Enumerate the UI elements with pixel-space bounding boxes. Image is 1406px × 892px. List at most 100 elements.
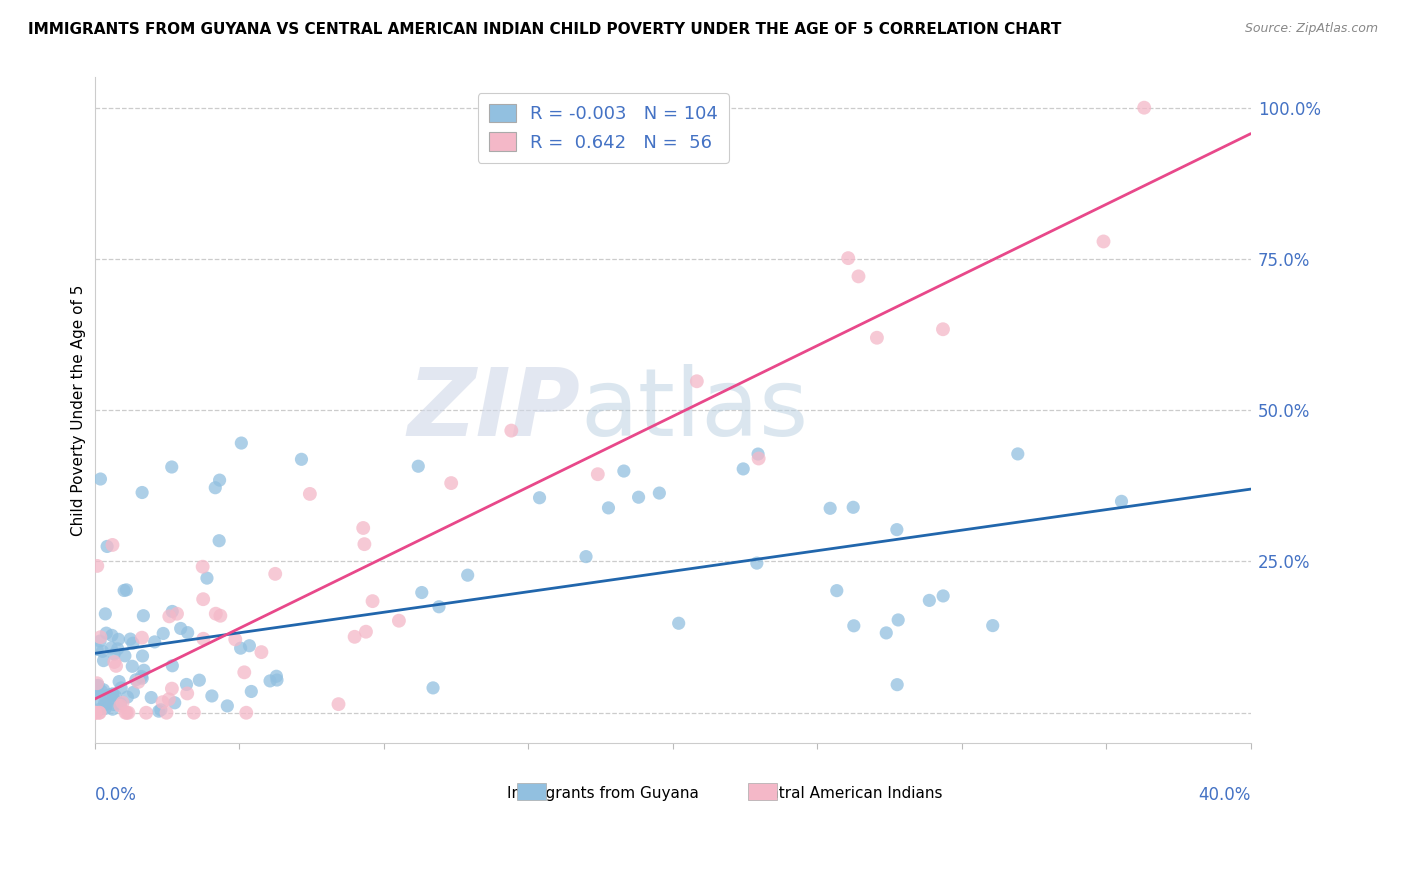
Point — [143, 635, 166, 649]
Point — [94, 697, 117, 711]
Legend: R = -0.003   N = 104, R =  0.642   N =  56: R = -0.003 N = 104, R = 0.642 N = 56 — [478, 93, 728, 162]
Point — [201, 689, 224, 703]
Point — [120, 632, 142, 646]
Point — [98, 688, 121, 702]
Point — [162, 658, 184, 673]
Point — [529, 491, 551, 505]
Point — [101, 702, 124, 716]
Point — [108, 674, 131, 689]
Point — [96, 626, 118, 640]
Point — [131, 669, 153, 683]
Text: ZIP: ZIP — [408, 364, 581, 456]
Point — [818, 501, 841, 516]
Point — [117, 706, 139, 720]
Point — [188, 673, 211, 688]
Point — [86, 679, 108, 693]
Point — [115, 706, 138, 720]
Point — [264, 566, 287, 581]
Point — [103, 647, 125, 661]
Point — [152, 626, 174, 640]
Point — [155, 706, 177, 720]
Point — [127, 674, 149, 689]
Point — [89, 630, 111, 644]
Point — [122, 636, 145, 650]
Point — [103, 691, 125, 706]
Point — [733, 462, 755, 476]
Point — [866, 331, 889, 345]
Point — [90, 684, 112, 698]
Text: Central American Indians: Central American Indians — [749, 786, 943, 801]
Point — [93, 696, 115, 710]
Point — [352, 521, 374, 535]
Point — [157, 692, 180, 706]
Point — [96, 540, 118, 554]
Point — [233, 665, 256, 680]
FancyBboxPatch shape — [516, 783, 546, 799]
Point — [745, 556, 768, 570]
Point — [160, 681, 183, 696]
Point — [86, 642, 108, 657]
Text: Immigrants from Guyana: Immigrants from Guyana — [508, 786, 699, 801]
Point — [87, 698, 110, 713]
Point — [825, 583, 848, 598]
Point — [748, 451, 770, 466]
Point — [94, 701, 117, 715]
Point — [149, 703, 172, 717]
Point — [193, 592, 215, 607]
Point — [84, 685, 107, 699]
Point — [501, 424, 523, 438]
Point — [135, 706, 157, 720]
Point — [115, 582, 138, 597]
Point — [668, 616, 690, 631]
Point — [627, 490, 650, 504]
Point — [132, 608, 155, 623]
Point — [111, 696, 134, 710]
Point — [86, 686, 108, 700]
Point — [209, 608, 232, 623]
Point — [266, 673, 288, 687]
Point — [176, 686, 198, 700]
Point — [932, 589, 955, 603]
Point — [842, 619, 865, 633]
Point — [117, 690, 139, 704]
Point — [586, 467, 609, 482]
Point — [94, 689, 117, 703]
Point — [648, 486, 671, 500]
Point — [121, 659, 143, 673]
Point — [343, 630, 366, 644]
Point — [101, 538, 124, 552]
Point — [125, 673, 148, 687]
Point — [238, 639, 260, 653]
Point — [114, 706, 136, 720]
Point — [104, 689, 127, 703]
Point — [411, 585, 433, 599]
Point — [93, 682, 115, 697]
Point — [110, 697, 132, 711]
Point — [457, 568, 479, 582]
Point — [160, 460, 183, 475]
Point — [747, 447, 769, 461]
Point — [89, 634, 111, 648]
Point — [84, 706, 107, 720]
Point — [575, 549, 598, 564]
Point — [89, 702, 111, 716]
Text: Source: ZipAtlas.com: Source: ZipAtlas.com — [1244, 22, 1378, 36]
Point — [141, 690, 163, 705]
Point — [122, 685, 145, 699]
Point — [1133, 101, 1156, 115]
Point — [235, 706, 257, 720]
Point — [613, 464, 636, 478]
Point — [166, 607, 188, 621]
Point — [157, 609, 180, 624]
Point — [132, 663, 155, 677]
Point — [886, 678, 908, 692]
Point — [427, 599, 450, 614]
Point — [887, 613, 910, 627]
Point — [406, 459, 429, 474]
Y-axis label: Child Poverty Under the Age of 5: Child Poverty Under the Age of 5 — [72, 285, 86, 536]
Point — [191, 559, 214, 574]
Point — [107, 641, 129, 656]
Point — [193, 632, 215, 646]
Point — [162, 604, 184, 618]
Point — [388, 614, 411, 628]
